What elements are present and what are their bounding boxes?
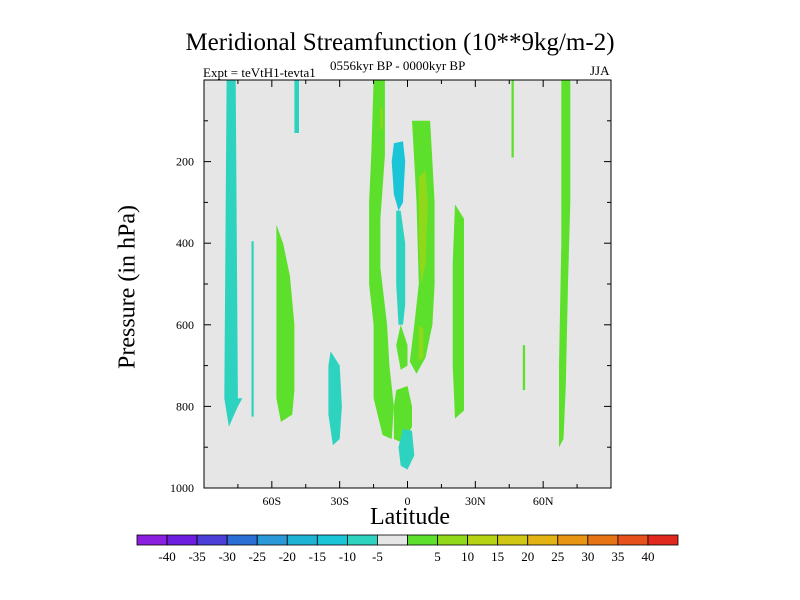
x-tick-label: 60N [533,494,554,508]
contour-region-pos5-10 [511,80,514,158]
colorbar-swatch [617,534,649,546]
chart-title: Meridional Streamfunction (10**9kg/m-2) [185,29,615,56]
contour-region-neg5-17 [396,210,406,325]
contour-region-neg5-3 [328,351,342,446]
colorbar-label: 40 [641,549,654,564]
colorbar-swatch [587,534,619,546]
colorbar-label: -25 [249,549,266,564]
colorbar-swatch [647,534,679,546]
colorbar-swatch [437,534,469,546]
x-tick-label: 30S [330,494,349,508]
colorbar-label: -5 [372,549,383,564]
contour-layer [224,80,571,470]
colorbar-swatch [166,534,198,546]
colorbar-label: 20 [521,549,534,564]
colorbar-label: -30 [218,549,235,564]
colorbar-label: -15 [309,549,326,564]
y-tick-label: 1000 [170,481,194,495]
colorbar-swatch [316,534,348,546]
y-tick-label: 800 [176,399,194,413]
colorbar-label: -35 [188,549,205,564]
colorbar-swatch [346,534,378,546]
y-tick-label: 400 [176,236,194,250]
colorbar-label: 10 [461,549,474,564]
contour-region-pos10-14 [418,169,428,284]
contour-region-pos5-11 [522,345,526,391]
colorbar-swatch [467,534,499,546]
contour-region-pos5-7 [393,386,412,444]
colorbar: -40 -35 -30 -25 -20 -15 -10 -5 5 10 15 20 25 30 35 40 [136,534,679,564]
contour-region-neg5-18 [398,428,415,470]
contour-region-pos5-9 [452,204,464,419]
colorbar-label: 30 [581,549,594,564]
colorbar-label: -20 [279,549,296,564]
contour-region-pos5-5 [369,80,394,439]
colorbar-swatch [377,534,408,546]
period-label: 0556kyr BP - 0000kyr BP [330,58,466,73]
x-axis-label: Latitude [370,504,450,530]
season-label: JJA [590,63,610,78]
y-tick-label: 200 [176,155,194,169]
colorbar-swatch [286,534,318,546]
colorbar-label: -10 [339,549,356,564]
colorbar-swatch [196,534,228,546]
contour-region-pos5-8 [396,324,408,370]
contour-region-neg5-1 [251,241,254,417]
contour-region-neg5-2 [294,80,299,133]
colorbar-swatch [136,534,168,546]
contour-region-pos5-4 [276,224,295,422]
y-tick-label: 600 [176,318,194,332]
x-tick-label: 60S [262,494,281,508]
colorbar-label: 15 [491,549,504,564]
colorbar-swatch [527,534,559,546]
colorbar-swatch [226,534,258,546]
colorbar-swatch [557,534,589,546]
colorbar-label: 5 [434,549,441,564]
colorbar-label: 35 [611,549,624,564]
colorbar-swatch [497,534,529,546]
colorbar-label: -40 [158,549,175,564]
axis-ticks: 60S 30S 0 30N 60N 200 400 600 800 1000 [170,80,612,508]
contour-region-pos10-13 [380,108,383,129]
contour-region-neg5-0 [224,80,243,427]
colorbar-label: 25 [551,549,564,564]
colorbar-swatch [407,534,438,546]
contour-region-pos10-15 [418,324,424,362]
colorbar-swatch [256,534,288,546]
contour-region-pos5-12 [559,80,571,448]
experiment-label: Expt = teVtH1-tevta1 [203,65,316,80]
x-tick-label: 30N [465,494,486,508]
contour-region-neg10-16 [391,141,406,211]
x-tick-label: 0 [405,494,411,508]
